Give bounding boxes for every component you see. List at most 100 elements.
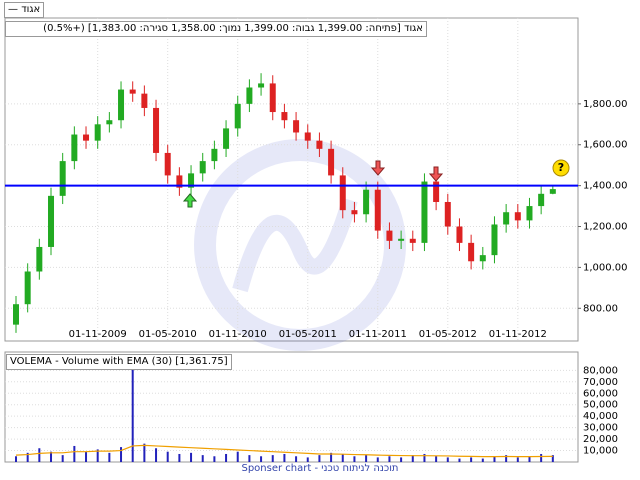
volume-bar [446, 457, 449, 462]
footer: תוכנה לניתוח טכני - Sponser chart [241, 463, 399, 474]
volume-bar [38, 448, 41, 462]
volume-bar [50, 451, 53, 462]
watermark [194, 139, 406, 351]
y-tick-label: 1,400.00 [583, 181, 628, 192]
y-tick-label: 30,000 [583, 423, 618, 434]
candle-body [129, 89, 136, 94]
candle-body [538, 193, 545, 207]
volume-bar [376, 457, 379, 462]
x-tick-label: 01-05-2011 [279, 329, 337, 340]
volume-bar [271, 455, 274, 462]
candle-body [199, 161, 206, 174]
x-tick-label: 01-05-2010 [139, 329, 197, 340]
y-tick-label: 1,000.00 [583, 262, 628, 273]
y-tick-label: 1,200.00 [583, 222, 628, 233]
volume-bar [388, 456, 391, 462]
volume-bar [458, 458, 461, 462]
y-tick-label: 60,000 [583, 388, 618, 399]
down-arrow [428, 166, 444, 182]
candle-body [468, 242, 475, 262]
alert-icon [552, 159, 570, 177]
x-tick-label: 01-11-2009 [69, 329, 127, 340]
candle-body [211, 148, 218, 162]
volume-bar [131, 368, 134, 462]
price-panel [4, 17, 579, 342]
ema-line [15, 444, 553, 458]
y-tick-label: 70,000 [583, 377, 618, 388]
x-tick-label: 01-11-2010 [209, 329, 267, 340]
volume-bar [85, 451, 88, 462]
volume-bar [540, 453, 543, 462]
candle-body [409, 238, 416, 243]
volume-bar [551, 455, 554, 462]
volume-bar [108, 452, 111, 462]
candle-body [176, 175, 183, 188]
y-tick-label: 1,600.00 [583, 140, 628, 151]
legend: — אגוד [4, 2, 45, 18]
x-tick-label: 01-05-2012 [419, 329, 477, 340]
volume-bar [353, 456, 356, 462]
candle-body [71, 134, 78, 162]
volume-bar [155, 448, 158, 462]
volume-bar [26, 452, 29, 462]
y-tick-label: 20,000 [583, 434, 618, 445]
volume-bar [528, 456, 531, 462]
volume-bar [213, 456, 216, 462]
candle-body [374, 189, 381, 231]
y-tick-label: 50,000 [583, 400, 618, 411]
candle-body [479, 255, 486, 262]
candle-body [316, 140, 323, 149]
candle-body [526, 206, 533, 221]
candle-body [514, 212, 521, 221]
volume-bar [61, 455, 64, 462]
candle-body [118, 89, 125, 121]
candle-body [223, 128, 230, 149]
volume-bar [505, 455, 508, 462]
volume-bar [166, 451, 169, 462]
candle-body [164, 152, 171, 176]
volume-bar [423, 453, 426, 462]
candle-body [24, 271, 31, 305]
volume-bar [493, 456, 496, 462]
y-tick-label: 80,000 [583, 365, 618, 376]
volume-bar [178, 453, 181, 462]
candle-body [281, 112, 288, 121]
volume-bar [318, 455, 321, 462]
volume-bar [143, 443, 146, 462]
candle-body [83, 134, 90, 141]
candle-body [13, 304, 19, 325]
chart-title: אגוד [פתיחה: 1,399.00 גבוה: 1,399.00 נמו… [5, 21, 427, 37]
candle-body [304, 132, 311, 141]
y-tick-label: 10,000 [583, 446, 618, 457]
volume-bar [516, 457, 519, 462]
volume-bar [481, 458, 484, 462]
candle-body [293, 120, 300, 133]
candle-body [153, 107, 160, 153]
volume-bar [295, 456, 298, 462]
candle-body [258, 83, 265, 88]
y-tick-label: 1,800.00 [583, 99, 628, 110]
candle-body [421, 181, 428, 243]
volume-bar [248, 455, 251, 462]
candle-body [339, 175, 346, 211]
volume-bar [435, 456, 438, 462]
y-tick-label: 40,000 [583, 411, 618, 422]
x-tick-label: 01-11-2012 [489, 329, 547, 340]
candle-body [444, 201, 451, 227]
y-tick-label: 800.00 [583, 303, 618, 314]
candle-body [188, 173, 195, 188]
volume-bar [260, 456, 263, 462]
candle-body [48, 195, 55, 247]
candle-body [269, 83, 276, 113]
candle-body [503, 212, 510, 225]
candle-body [106, 120, 113, 125]
volume-bar [15, 456, 17, 462]
down-arrow [370, 160, 386, 176]
volume-bar [341, 453, 344, 462]
candle-body [59, 161, 66, 196]
volume-bar [236, 451, 239, 462]
volume-bar [470, 457, 473, 462]
alert-icon-mark: ? [558, 161, 564, 174]
